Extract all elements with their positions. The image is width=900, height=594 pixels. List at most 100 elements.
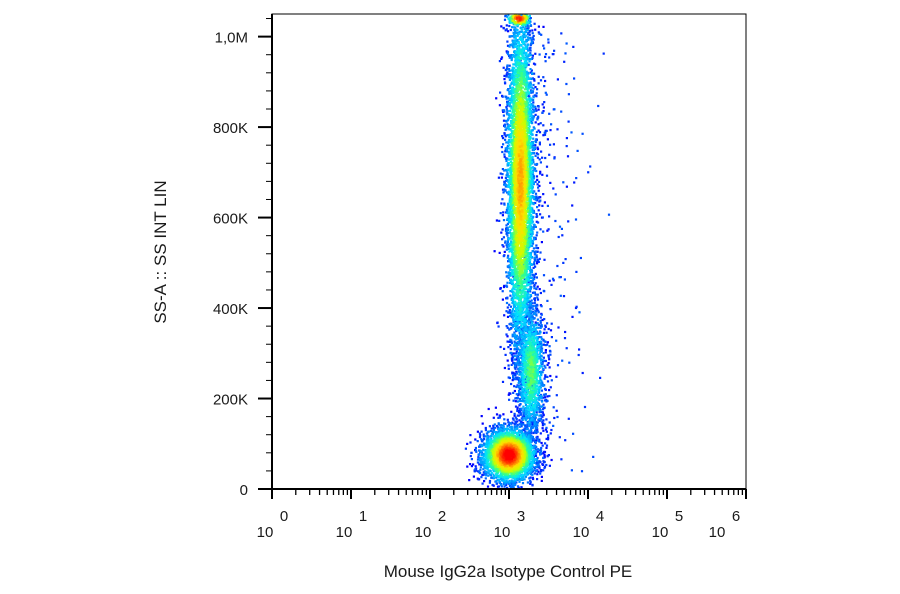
event-point [547, 356, 550, 359]
event-point [476, 470, 480, 473]
event-point [527, 440, 530, 443]
event-point [546, 299, 549, 302]
event-point [536, 298, 540, 301]
event-point [530, 213, 533, 217]
event-point [503, 132, 506, 135]
event-point [548, 421, 551, 424]
event-point [543, 201, 546, 204]
event-point [484, 445, 487, 448]
event-point [500, 231, 503, 234]
event-point [520, 354, 523, 357]
event-point [497, 422, 500, 425]
event-point [533, 451, 537, 454]
event-point [517, 377, 520, 380]
event-point [514, 61, 517, 64]
event-point [498, 428, 501, 431]
event-point [526, 339, 529, 342]
event-point [511, 426, 514, 429]
event-point [505, 231, 508, 235]
event-point [515, 327, 518, 330]
event-point [493, 423, 496, 426]
event-point [528, 465, 531, 468]
event-point [481, 422, 484, 425]
event-point [481, 439, 484, 442]
event-point [529, 24, 532, 27]
event-point [537, 129, 540, 132]
event-point [526, 315, 529, 318]
event-point [527, 54, 530, 57]
event-point [508, 422, 511, 425]
event-point [530, 171, 533, 174]
event-point [540, 361, 543, 365]
event-point [531, 456, 534, 459]
event-point [533, 79, 536, 82]
event-point [516, 409, 519, 412]
event-point [507, 245, 510, 248]
event-point [545, 331, 548, 334]
event-point [536, 448, 540, 451]
event-point [509, 240, 513, 243]
event-point [530, 114, 533, 117]
event-point [525, 74, 528, 77]
event-point [532, 415, 535, 418]
event-point [532, 83, 535, 87]
event-point [506, 281, 509, 284]
event-point [519, 421, 522, 424]
event-point [531, 345, 534, 348]
event-point [520, 423, 523, 426]
event-point [508, 480, 511, 483]
event-point [513, 342, 516, 345]
event-point [544, 53, 548, 56]
event-point [535, 255, 538, 258]
event-point [556, 415, 559, 419]
event-point [535, 141, 538, 144]
event-point [536, 148, 540, 151]
event-point [581, 371, 584, 375]
event-point [469, 463, 472, 466]
event-point [513, 295, 516, 298]
event-point [528, 18, 531, 22]
event-point [532, 418, 535, 421]
event-point [509, 134, 512, 138]
event-point [481, 456, 484, 460]
event-point [530, 276, 533, 279]
event-point [530, 106, 533, 109]
event-point [521, 392, 524, 395]
event-point [483, 459, 486, 462]
event-point [515, 53, 518, 56]
event-point [469, 434, 472, 437]
event-point [535, 169, 538, 173]
event-point [501, 298, 504, 301]
event-point [540, 405, 543, 408]
event-point [502, 110, 505, 113]
event-point [508, 124, 511, 127]
event-point [538, 375, 541, 378]
event-point [533, 297, 537, 300]
event-point [546, 395, 549, 398]
event-point [506, 68, 509, 71]
event-point [529, 209, 532, 212]
event-point [520, 364, 523, 367]
event-point [522, 359, 525, 362]
event-point [509, 43, 512, 46]
event-point [492, 470, 495, 473]
event-point [528, 22, 531, 25]
event-point [530, 160, 533, 164]
event-point [516, 304, 519, 308]
event-point [520, 351, 523, 354]
event-point [502, 483, 505, 486]
event-point [477, 478, 480, 481]
event-point [523, 352, 526, 356]
event-point [522, 307, 525, 310]
event-point [525, 60, 528, 63]
event-point [531, 321, 534, 325]
event-point [510, 258, 513, 262]
event-point [528, 422, 531, 425]
event-point [501, 429, 504, 432]
event-point [493, 250, 496, 253]
event-point [532, 34, 535, 38]
event-point [503, 183, 506, 186]
event-point [530, 41, 533, 44]
event-point [515, 34, 518, 37]
event-point [522, 374, 525, 378]
